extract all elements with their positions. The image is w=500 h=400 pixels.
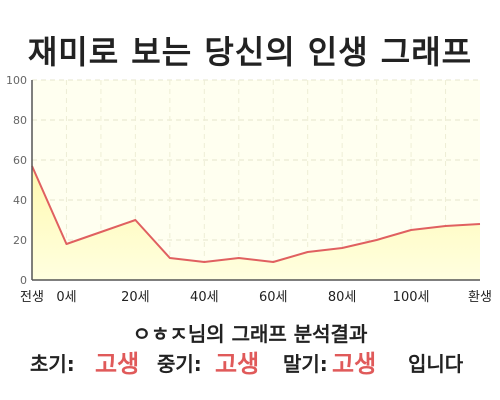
early-value: 고생 [95,350,140,378]
early-label: 초기: [30,352,75,376]
series-line [31,165,481,263]
analysis-subtitle: ㅇㅎㅈ님의 그래프 분석결과 [132,322,368,346]
ending-text: 입니다 [408,352,464,376]
x-tick-label: 환생 [468,290,492,305]
y-tick-label: 40 [13,194,27,207]
x-tick-label: 0세 [56,290,76,305]
x-tick-label: 20세 [121,290,150,305]
late-value: 고생 [332,350,377,378]
y-tick-label: 0 [20,274,27,287]
y-tick-label: 100 [6,74,27,87]
middle-label: 중기: [157,352,202,376]
y-tick-label: 20 [13,234,27,247]
late-label: 말기: [283,352,328,376]
x-tick-label: 60세 [259,290,288,305]
y-tick-label: 60 [13,154,27,167]
analysis-results: 초기: 고생 중기: 고생 말기: 고생 입니다 [0,348,500,382]
middle-value: 고생 [215,350,260,378]
x-tick-label: 80세 [328,290,357,305]
y-tick-label: 80 [13,114,27,127]
series-area [32,166,480,280]
page-title: 재미로 보는 당신의 인생 그래프 [27,33,473,71]
x-tick-label: 40세 [190,290,219,305]
x-tick-label: 100세 [393,290,430,305]
life-graph-chart: 0 20 40 60 80 100 전생 0세 20세 40세 60세 80세 100세 환생 [6,74,492,305]
x-tick-label: 전생 [20,290,44,305]
